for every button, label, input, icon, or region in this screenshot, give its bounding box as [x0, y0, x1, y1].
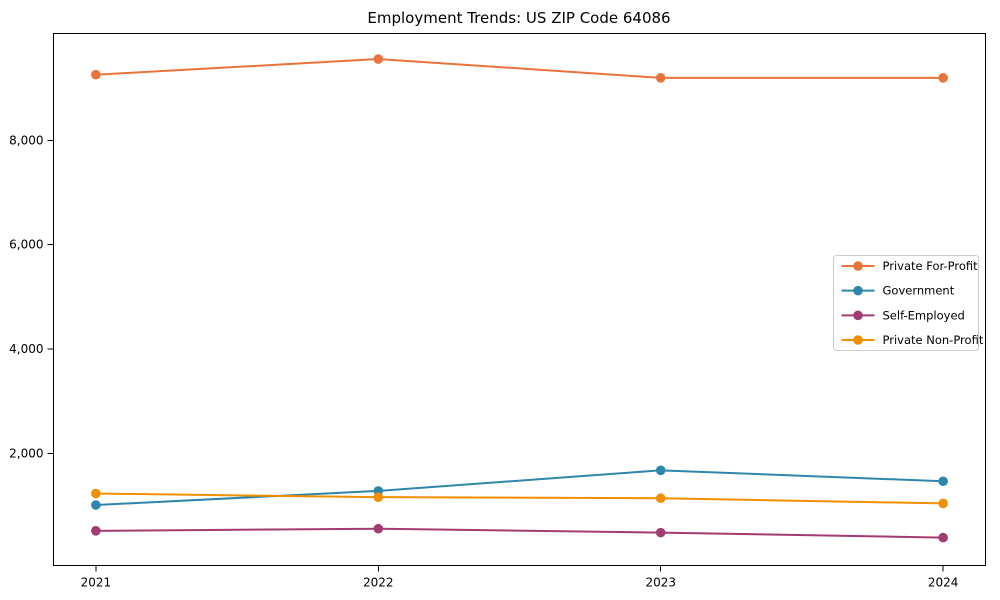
- data-point-private-non-profit: [655, 493, 666, 504]
- legend-marker-icon: [853, 310, 863, 321]
- series-line-private-for-profit: [95, 58, 944, 79]
- chart-title: Employment Trends: US ZIP Code 64086: [367, 9, 671, 27]
- data-point-private-for-profit: [655, 73, 666, 83]
- data-point-self-employed: [938, 532, 948, 543]
- data-point-private-for-profit: [938, 73, 948, 83]
- data-point-government: [91, 500, 101, 510]
- x-tick-label: 2021: [81, 576, 112, 590]
- legend-marker-icon: [853, 261, 863, 271]
- legend-item-self-employed: Self-Employed: [841, 308, 965, 322]
- data-point-government: [655, 465, 666, 476]
- legend-item-private-non-profit: Private Non-Profit: [841, 333, 984, 347]
- data-point-self-employed: [91, 526, 101, 536]
- legend-marker-icon: [853, 335, 863, 345]
- legend-marker-icon: [853, 285, 863, 296]
- data-point-private-non-profit: [373, 492, 384, 502]
- legend-item-government: Government: [841, 284, 955, 298]
- legend-label: Private For-Profit: [883, 259, 979, 273]
- data-point-private-non-profit: [938, 498, 948, 509]
- legend-item-private-for-profit: Private For-Profit: [841, 259, 979, 273]
- legend: Private For-Profit Government Self-Employe…: [833, 255, 984, 351]
- y-tick-label: 2,000: [9, 446, 43, 460]
- legend-label: Government: [883, 284, 955, 298]
- data-point-private-non-profit: [91, 488, 101, 499]
- data-point-self-employed: [373, 523, 384, 534]
- data-point-government: [938, 476, 948, 487]
- legend-label: Self-Employed: [883, 308, 965, 322]
- data-point-private-for-profit: [91, 69, 101, 80]
- data-point-private-for-profit: [373, 54, 384, 64]
- x-tick-label: 2023: [645, 576, 676, 590]
- y-tick-label: 4,000: [9, 342, 43, 356]
- legend-box: [833, 255, 979, 351]
- x-tick-label: 2024: [928, 576, 959, 590]
- y-tick-label: 8,000: [9, 133, 43, 147]
- legend-label: Private Non-Profit: [883, 333, 984, 347]
- plot-border: [53, 33, 986, 566]
- x-tick-label: 2022: [363, 576, 394, 590]
- y-tick-label: 6,000: [9, 238, 43, 252]
- series-line-government: [95, 469, 944, 506]
- data-point-self-employed: [655, 527, 666, 538]
- series-line-private-non-profit: [95, 492, 944, 505]
- series-line-self-employed: [95, 527, 944, 539]
